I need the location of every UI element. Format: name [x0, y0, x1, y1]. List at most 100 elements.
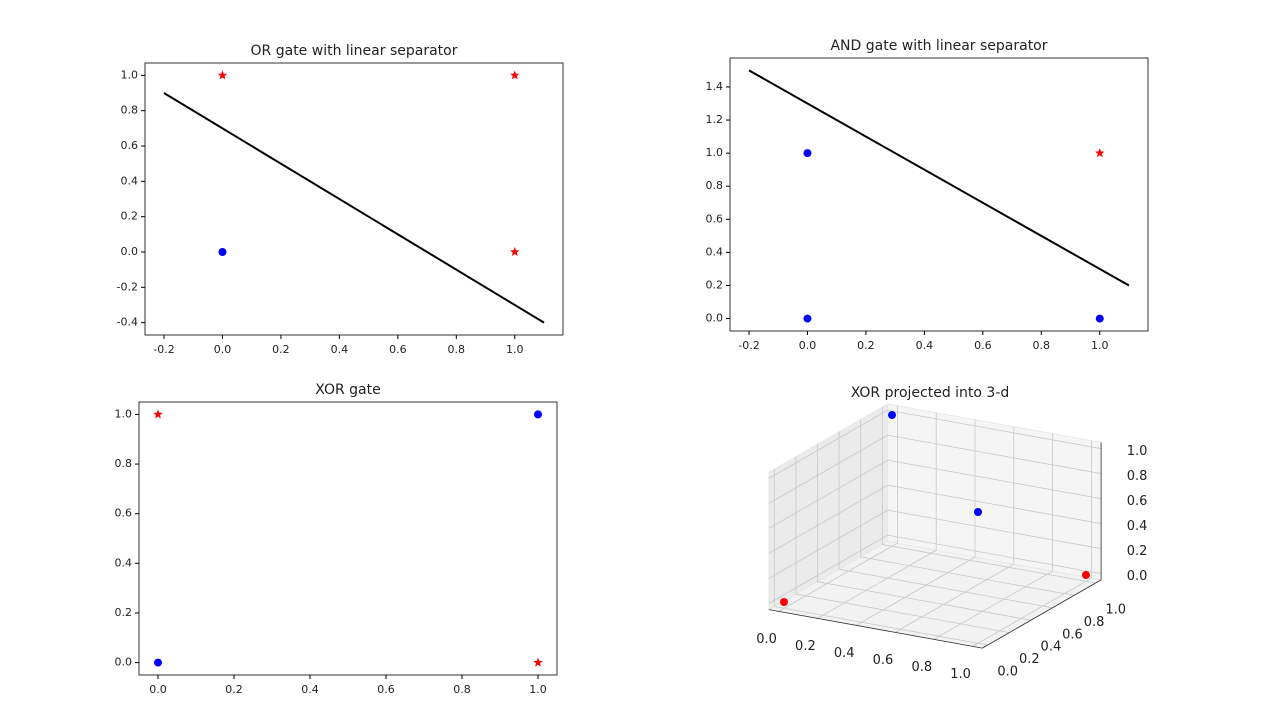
- grid-line: [894, 563, 1014, 633]
- star-point: [153, 409, 163, 419]
- y-tick-label: 0.2: [121, 210, 139, 223]
- x-tick-label: 0.8: [911, 660, 932, 675]
- circle-point: [803, 314, 812, 323]
- y-tick-label: 0.6: [121, 139, 139, 152]
- y-tick-label: 0.0: [997, 665, 1018, 680]
- z-tick-label: 0.2: [1127, 544, 1148, 559]
- grid-line: [887, 484, 1102, 525]
- plot-area: [138, 401, 558, 676]
- y-axis-line: [982, 579, 1102, 649]
- x-tick-label: 0.2: [225, 683, 243, 696]
- y-tick-label: 0.2: [1019, 652, 1040, 667]
- x-tick-label: 1.0: [1091, 339, 1109, 352]
- circle-point: [534, 410, 542, 419]
- grid-line: [778, 542, 898, 612]
- grid-line: [972, 577, 1092, 647]
- z-tick-label: 1.0: [1127, 444, 1148, 459]
- circle-point: [1095, 314, 1104, 323]
- y-tick-label: 1.2: [706, 113, 724, 126]
- plot-area: [729, 57, 1149, 332]
- grid-line: [768, 434, 888, 504]
- x-tick-label: 0.8: [448, 343, 466, 356]
- circle-point: [218, 247, 227, 256]
- grid-line: [795, 593, 1010, 633]
- grid-line: [887, 459, 1102, 500]
- y-tick-label: 0.6: [706, 212, 724, 225]
- grid-line: [887, 534, 1102, 575]
- grid-line: [768, 459, 888, 529]
- x-tick-label: 0.6: [389, 343, 407, 356]
- y-tick-label: 0.2: [706, 279, 724, 292]
- y-tick-label: 0.4: [115, 556, 133, 569]
- y-tick-label: 0.0: [706, 312, 724, 325]
- y-tick-label: 1.4: [706, 80, 724, 93]
- x-tick-label: 1.0: [950, 667, 971, 682]
- chart-title: XOR gate: [315, 382, 380, 398]
- grid-line: [887, 409, 1102, 450]
- chart-title: OR gate with linear separator: [251, 43, 458, 59]
- star-point: [217, 70, 228, 80]
- separator-line: [163, 92, 545, 324]
- x-tick-label: 0.2: [795, 639, 816, 654]
- x-tick-label: 0.6: [377, 683, 395, 696]
- grid-line: [768, 484, 888, 554]
- x-tick-label: 1.0: [506, 343, 524, 356]
- grid-line: [882, 544, 1096, 584]
- grid-line: [933, 570, 1053, 640]
- grid-line: [768, 534, 888, 604]
- star-point: [533, 657, 543, 667]
- grid-line: [856, 556, 976, 626]
- x-tick-label: 0.8: [453, 683, 471, 696]
- star-point: [510, 247, 520, 256]
- z-tick-label: 0.6: [1127, 494, 1148, 509]
- grid-line: [817, 581, 1031, 621]
- y-tick-label: 0.0: [115, 656, 133, 669]
- plot-area: [144, 62, 564, 336]
- x-tick-label: 1.0: [529, 683, 547, 696]
- grid-line: [768, 409, 888, 479]
- point-3d: [780, 598, 788, 606]
- y-tick-label: 1.0: [1105, 603, 1126, 618]
- x-tick-label: 0.4: [331, 343, 349, 356]
- y-tick-label: 0.8: [115, 457, 133, 470]
- y-tick-label: 0.8: [706, 179, 724, 192]
- x-tick-label: 0.0: [214, 343, 232, 356]
- grid-line: [839, 568, 1053, 609]
- y-tick-label: -0.2: [117, 280, 138, 293]
- y-tick-label: 0.0: [121, 245, 139, 258]
- grid-line: [887, 509, 1102, 550]
- x-tick-label: 0.6: [873, 653, 894, 668]
- x-tick-label: 0.4: [301, 683, 319, 696]
- x-tick-label: 0.2: [857, 339, 875, 352]
- y-tick-label: 0.8: [121, 104, 139, 117]
- star-point: [510, 70, 520, 80]
- point-3d: [974, 508, 982, 516]
- y-tick-label: 1.0: [706, 146, 724, 159]
- y-tick-label: 0.8: [1084, 615, 1105, 630]
- x-tick-label: 0.4: [834, 646, 855, 661]
- grid-line: [860, 556, 1075, 596]
- x-tick-label: 0.2: [272, 343, 290, 356]
- y-tick-label: 0.4: [121, 174, 139, 187]
- separator-line: [748, 69, 1130, 287]
- x-tick-label: 0.0: [756, 632, 777, 647]
- x-tick-label: 0.0: [799, 339, 817, 352]
- y-tick-label: 0.4: [706, 245, 724, 258]
- point-3d: [1082, 571, 1090, 579]
- star-point: [1095, 148, 1105, 158]
- x-tick-label: 0.0: [149, 683, 167, 696]
- grid-line: [774, 606, 988, 646]
- grid-line: [817, 549, 937, 619]
- chart-title: XOR projected into 3-d: [851, 385, 1010, 401]
- chart-title: AND gate with linear separator: [830, 38, 1047, 54]
- circle-point: [803, 149, 812, 158]
- x-tick-label: 0.8: [1033, 339, 1051, 352]
- z-tick-label: 0.8: [1127, 469, 1148, 484]
- x-tick-label: 0.4: [916, 339, 934, 352]
- x-tick-label: 0.6: [974, 339, 992, 352]
- z-tick-label: 0.0: [1127, 569, 1148, 584]
- y-tick-label: 0.2: [115, 606, 133, 619]
- x-tick-label: -0.2: [738, 339, 759, 352]
